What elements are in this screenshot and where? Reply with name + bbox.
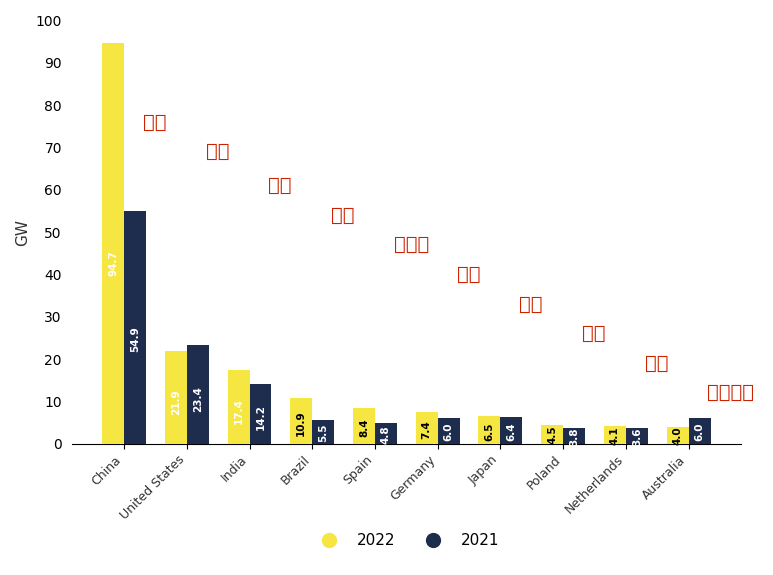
Bar xyxy=(375,423,397,444)
Text: 10.9: 10.9 xyxy=(296,410,306,436)
Bar xyxy=(124,212,146,444)
Bar xyxy=(312,420,334,444)
Text: 波兰: 波兰 xyxy=(582,324,605,343)
Text: 17.4: 17.4 xyxy=(233,397,243,424)
Text: 4.0: 4.0 xyxy=(673,427,683,446)
Text: 5.5: 5.5 xyxy=(318,424,329,442)
Bar xyxy=(102,43,124,444)
Bar xyxy=(604,426,626,444)
Bar xyxy=(541,424,564,444)
Text: 6.0: 6.0 xyxy=(695,423,705,442)
Bar xyxy=(250,384,271,444)
Text: 印度: 印度 xyxy=(268,176,292,195)
Bar xyxy=(227,370,250,444)
Text: 巴西: 巴西 xyxy=(331,206,355,225)
Bar xyxy=(564,428,585,444)
Text: 西班牙: 西班牙 xyxy=(393,235,429,254)
Bar xyxy=(666,427,689,444)
Text: 德国: 德国 xyxy=(457,265,480,284)
Bar xyxy=(438,418,460,444)
Text: 中国: 中国 xyxy=(143,113,166,132)
Bar xyxy=(187,344,209,444)
Text: 荷兰: 荷兰 xyxy=(645,354,668,373)
Text: 澳大利亚: 澳大利亚 xyxy=(707,384,754,402)
Text: 日本: 日本 xyxy=(519,294,543,313)
Text: 14.2: 14.2 xyxy=(256,404,265,430)
Text: 94.7: 94.7 xyxy=(108,250,118,276)
Text: 7.4: 7.4 xyxy=(422,420,432,439)
Bar xyxy=(165,351,187,444)
Text: 4.1: 4.1 xyxy=(610,427,620,445)
Text: 4.5: 4.5 xyxy=(547,426,557,444)
Bar xyxy=(500,416,523,444)
Text: 3.8: 3.8 xyxy=(569,427,579,446)
Bar xyxy=(626,428,648,444)
Bar xyxy=(689,418,710,444)
Text: 23.4: 23.4 xyxy=(192,386,203,412)
Y-axis label: GW: GW xyxy=(15,218,30,246)
Text: 3.6: 3.6 xyxy=(632,428,642,446)
Text: 美国: 美国 xyxy=(206,142,229,161)
Text: 6.4: 6.4 xyxy=(506,422,516,441)
Bar xyxy=(416,412,438,444)
Bar xyxy=(478,416,500,444)
Text: 54.9: 54.9 xyxy=(130,326,140,352)
Text: 8.4: 8.4 xyxy=(359,419,369,437)
Text: 21.9: 21.9 xyxy=(171,389,181,415)
Bar xyxy=(291,397,312,444)
Legend: 2022, 2021: 2022, 2021 xyxy=(308,527,506,554)
Text: 6.0: 6.0 xyxy=(444,423,454,442)
Text: 4.8: 4.8 xyxy=(381,426,391,444)
Bar xyxy=(353,408,375,444)
Text: 6.5: 6.5 xyxy=(485,422,495,440)
